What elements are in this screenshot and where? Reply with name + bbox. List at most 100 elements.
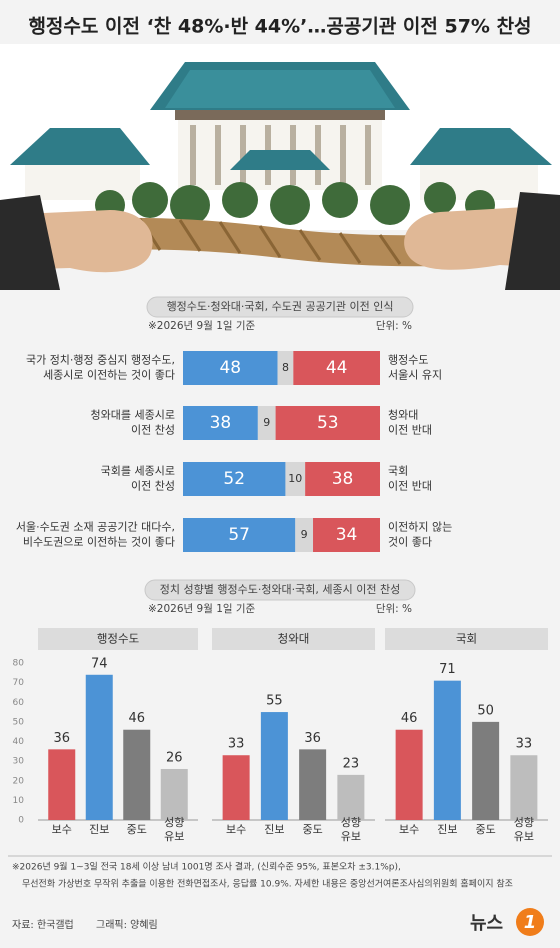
row-label-right: 청와대 이전 반대: [388, 409, 432, 437]
x-tick-label: 보수: [226, 823, 246, 836]
bar: [260, 712, 288, 820]
bar: [433, 680, 461, 820]
y-tick-label: 20: [13, 776, 25, 786]
bar-segment: [183, 351, 278, 385]
row-label-right: 행정수도 서울시 유지: [388, 354, 442, 382]
value-label: 57: [228, 525, 250, 545]
value-label: 44: [326, 358, 348, 378]
x-tick-label: 성향 유보: [341, 816, 361, 843]
value-label: 71: [439, 662, 456, 677]
section-header-box: [144, 579, 416, 601]
x-tick-label: 성향 유보: [514, 816, 534, 843]
value-label: 34: [336, 525, 358, 545]
panel-header-box: [212, 628, 375, 650]
bar-segment: [285, 462, 306, 496]
section-header: 행정수도·청와대·국회, 수도권 공공기관 이전 인식: [167, 300, 394, 313]
bar-segment: [293, 351, 380, 385]
value-label: 50: [477, 703, 494, 718]
bar: [395, 729, 423, 820]
credit: 그래픽: 양혜림: [96, 919, 158, 931]
source: 자료: 한국갤럽: [12, 919, 74, 931]
bar: [222, 755, 250, 820]
note: ※2026년 9월 1일 기준: [148, 602, 256, 615]
bar: [510, 755, 538, 820]
unit: 단위: %: [376, 602, 412, 615]
note: ※2026년 9월 1일 기준: [148, 319, 256, 332]
y-tick-label: 30: [13, 757, 25, 767]
x-tick-label: 성향 유보: [164, 816, 184, 843]
bar: [472, 721, 500, 820]
panel-header-box: [38, 628, 198, 650]
footnote: 무선전화 가상번호 무작위 추출을 이용한 전화면접조사, 응답률 10.9%.…: [22, 878, 513, 890]
row-label: 국회를 세종시로 이전 찬성: [101, 465, 175, 493]
footnote: ※2026년 9월 1~3일 전국 18세 이상 남녀 1001명 조사 결과,…: [12, 861, 401, 873]
x-tick-label: 진보: [437, 823, 457, 836]
bar-segment: [313, 518, 380, 552]
bar: [85, 674, 113, 820]
value-label: 23: [343, 756, 360, 771]
x-tick-label: 보수: [52, 823, 72, 836]
x-tick-label: 진보: [264, 823, 284, 836]
bar-segment: [257, 406, 276, 440]
value-label: 33: [228, 737, 245, 752]
x-tick-label: 보수: [399, 823, 419, 836]
bar: [123, 729, 151, 820]
value-label: 36: [53, 731, 70, 746]
row-label: 서울·수도권 소재 공공기간 대다수, 비수도권으로 이전하는 것이 좋다: [16, 521, 175, 549]
value-label: 52: [223, 469, 245, 489]
bar-segment: [183, 518, 296, 552]
section-header: 정치 성향별 행정수도·청와대·국회, 세종시 이전 찬성: [160, 582, 401, 596]
value-label: 38: [332, 469, 354, 489]
x-tick-label: 중도: [127, 823, 147, 836]
value-label: 26: [166, 750, 183, 765]
value-label: 9: [301, 528, 308, 541]
bar-segment: [277, 351, 294, 385]
logo-mark: 1: [524, 912, 537, 933]
y-tick-label: 10: [13, 796, 25, 806]
y-tick-label: 70: [13, 678, 25, 688]
bar-segment: [275, 406, 380, 440]
page-title: 행정수도 이전 ‘찬 48%·반 44%’…공공기관 이전 57% 찬성: [28, 16, 531, 38]
panel-title: 국회: [456, 632, 477, 646]
unit: 단위: %: [376, 319, 412, 332]
x-tick-label: 진보: [89, 823, 109, 836]
value-label: 10: [288, 472, 302, 485]
y-tick-label: 0: [18, 816, 24, 826]
y-tick-label: 60: [13, 698, 25, 708]
value-label: 48: [219, 358, 241, 378]
bar: [48, 749, 76, 820]
bar-segment: [183, 462, 286, 496]
panel-title: 청와대: [278, 632, 310, 646]
value-label: 46: [401, 711, 418, 726]
bar-segment: [183, 406, 258, 440]
y-tick-label: 40: [13, 737, 25, 747]
value-label: 74: [91, 656, 108, 671]
value-label: 9: [263, 416, 270, 429]
value-label: 38: [210, 413, 232, 433]
value-label: 46: [128, 711, 145, 726]
illustration: [0, 44, 560, 294]
row-label-right: 국회 이전 반대: [388, 465, 432, 493]
row-label: 청와대를 세종시로 이전 찬성: [91, 409, 175, 437]
row-label-right: 이전하지 않는 것이 좋다: [388, 520, 452, 549]
row-label: 국가 정치·행정 중심지 행정수도, 세종시로 이전하는 것이 좋다: [26, 354, 175, 382]
value-label: 36: [304, 731, 321, 746]
x-tick-label: 중도: [476, 823, 496, 836]
x-tick-label: 중도: [303, 823, 323, 836]
y-tick-label: 80: [13, 659, 25, 669]
bar: [160, 768, 188, 820]
value-label: 8: [282, 361, 289, 374]
value-label: 33: [516, 737, 533, 752]
logo: 뉴스: [470, 913, 503, 934]
value-label: 53: [317, 413, 339, 433]
section-header-box: [146, 296, 414, 318]
panel-header-box: [385, 628, 548, 650]
y-tick-label: 50: [13, 717, 25, 727]
value-label: 55: [266, 694, 283, 709]
logo-badge: [516, 908, 544, 936]
panel-title: 행정수도: [97, 632, 139, 646]
bar: [299, 749, 327, 820]
bar-segment: [295, 518, 314, 552]
bar-segment: [305, 462, 380, 496]
